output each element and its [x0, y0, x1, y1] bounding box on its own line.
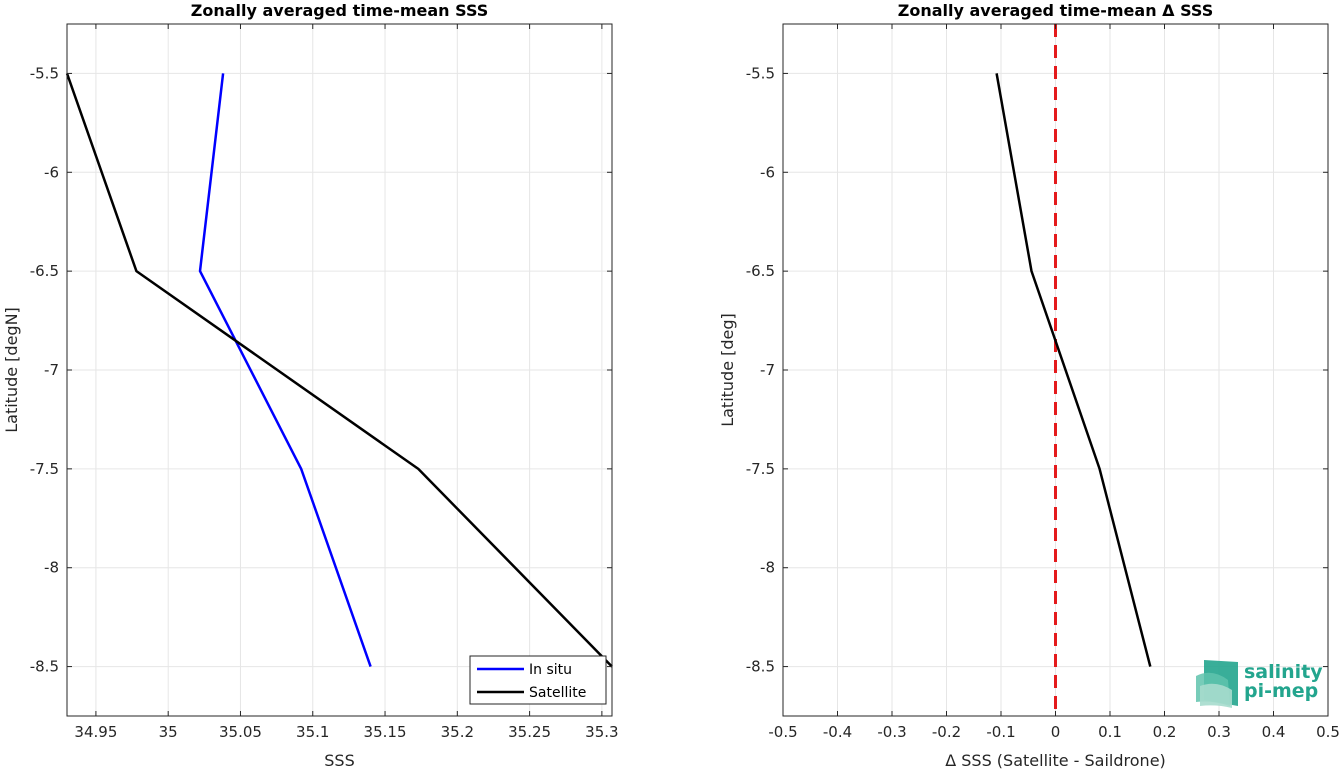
y-tick-label: -7.5 [30, 460, 59, 478]
y-tick-labels: -5.5 -6 -6.5 -7 -7.5 -8 -8.5 [746, 64, 1328, 676]
series-line-in-situ [198, 73, 372, 668]
y-tick-label: -8.5 [30, 658, 59, 676]
y-tick-label: -7.5 [746, 460, 775, 478]
chart-title: Zonally averaged time-mean Δ SSS [898, 1, 1214, 20]
x-axis-label: SSS [324, 751, 354, 769]
y-tick-label: -8 [760, 559, 775, 577]
y-tick-label: -6.5 [746, 262, 775, 280]
y-tick-label: -8 [44, 559, 59, 577]
x-tick-label: 0.5 [1316, 723, 1340, 741]
x-tick-labels: -0.5 -0.4 -0.3 -0.2 -0.1 0 0.1 0.2 0.3 0.4 0.5 [768, 24, 1340, 741]
legend-label-satellite: Satellite [529, 685, 586, 701]
x-tick-label: -0.5 [768, 723, 797, 741]
legend-box [469, 655, 607, 705]
chart-title: Zonally averaged time-mean SSS [191, 1, 489, 20]
salinity-pi-mep-logo: salinity pi-mep [1196, 660, 1323, 708]
y-axis-label: Latitude [degN] [2, 307, 21, 433]
x-tick-label: -0.3 [877, 723, 906, 741]
x-tick-label: -0.4 [823, 723, 852, 741]
x-tick-label: 35 [159, 723, 178, 741]
x-tick-label: 0.3 [1207, 723, 1231, 741]
y-tick-label: -6.5 [30, 262, 59, 280]
logo-text-salinity: salinity [1244, 661, 1323, 683]
series-group [995, 24, 1152, 716]
y-tick-label: -7 [44, 361, 59, 379]
x-tick-label: 35.3 [585, 723, 618, 741]
series-line-satellite [65, 72, 613, 668]
legend: In situ Satellite [469, 655, 607, 705]
x-tick-label: -0.1 [986, 723, 1015, 741]
x-tick-label: 34.95 [74, 723, 117, 741]
delta-sss-panel: -0.5 -0.4 -0.3 -0.2 -0.1 0 0.1 0.2 0.3 0.4 0.5 -5.… [718, 1, 1340, 769]
grid [67, 24, 612, 716]
x-tick-label: 35.15 [364, 723, 407, 741]
y-tick-label: -8.5 [746, 658, 775, 676]
x-tick-label: 0 [1051, 723, 1061, 741]
y-tick-label: -6 [760, 163, 775, 181]
wave-logo-icon [1196, 660, 1238, 708]
x-tick-label: -0.2 [932, 723, 961, 741]
x-tick-label: 0.4 [1262, 723, 1286, 741]
series-line-delta-sss [995, 73, 1152, 667]
y-tick-label: -7 [760, 361, 775, 379]
x-tick-label: 0.1 [1098, 723, 1122, 741]
series-group [65, 72, 613, 668]
x-tick-label: 35.1 [296, 723, 329, 741]
legend-label-in-situ: In situ [529, 662, 572, 678]
sss-profile-panel: 34.95 35 35.05 35.1 35.15 35.2 35.25 35.3 -5.5-… [2, 1, 619, 769]
y-tick-label: -5.5 [746, 64, 775, 82]
x-tick-label: 35.05 [219, 723, 262, 741]
x-tick-labels: 34.95 35 35.05 35.1 35.15 35.2 35.25 35.3 [74, 24, 619, 741]
x-tick-label: 35.25 [508, 723, 551, 741]
y-tick-label: -5.5 [30, 64, 59, 82]
x-axis-label: Δ SSS (Satellite - Saildrone) [945, 751, 1166, 769]
logo-text-pi-mep: pi-mep [1244, 680, 1318, 702]
x-tick-label: 35.2 [441, 723, 474, 741]
y-tick-label: -6 [44, 163, 59, 181]
y-tick-labels: -5.5 -6 -6.5 -7 -7.5 -8 -8.5 [30, 64, 612, 676]
x-tick-label: 0.2 [1153, 723, 1177, 741]
y-axis-label: Latitude [deg] [718, 313, 737, 427]
